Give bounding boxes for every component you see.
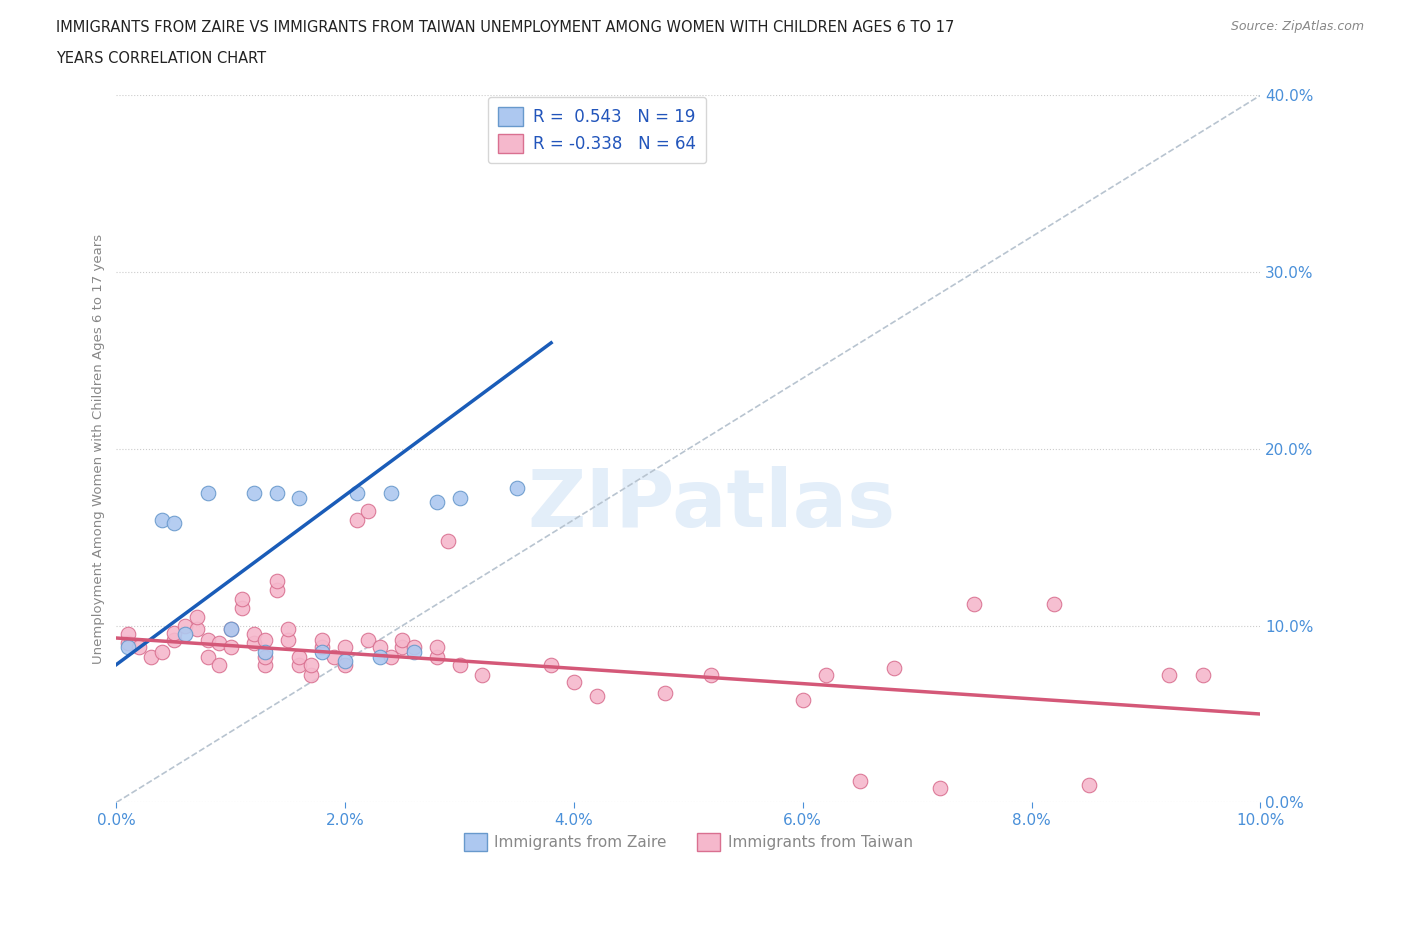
Point [391,640,413,655]
Point [174,618,197,633]
Point [254,658,277,672]
Point [219,622,242,637]
Point [299,658,322,672]
Point [346,485,368,500]
Point [335,640,357,655]
Point [849,774,872,789]
Point [380,650,402,665]
Point [197,632,219,647]
Point [335,654,357,669]
Point [288,650,311,665]
Point [322,650,344,665]
Point [426,495,449,510]
Point [380,485,402,500]
Point [174,627,197,642]
Point [162,625,184,640]
Point [586,689,609,704]
Point [150,644,173,659]
Point [288,658,311,672]
Legend: Immigrants from Zaire, Immigrants from Taiwan: Immigrants from Zaire, Immigrants from T… [456,826,921,858]
Point [654,685,676,700]
Point [1043,597,1066,612]
Point [357,503,380,518]
Point [357,632,380,647]
Point [311,640,333,655]
Point [254,644,277,659]
Point [242,636,264,651]
Point [219,622,242,637]
Point [117,627,139,642]
Text: YEARS CORRELATION CHART: YEARS CORRELATION CHART [56,51,266,66]
Point [402,644,425,659]
Point [1192,668,1215,683]
Point [929,781,952,796]
Point [311,644,333,659]
Point [242,485,264,500]
Point [540,658,562,672]
Point [186,609,208,624]
Point [288,491,311,506]
Point [700,668,723,683]
Point [197,485,219,500]
Point [402,640,425,655]
Point [254,650,277,665]
Point [277,632,299,647]
Point [162,516,184,531]
Point [963,597,986,612]
Point [254,632,277,647]
Point [266,574,288,589]
Point [208,658,231,672]
Point [299,668,322,683]
Point [437,534,460,549]
Point [219,640,242,655]
Point [792,693,814,708]
Point [449,658,471,672]
Y-axis label: Unemployment Among Women with Children Ages 6 to 17 years: Unemployment Among Women with Children A… [93,233,105,664]
Text: IMMIGRANTS FROM ZAIRE VS IMMIGRANTS FROM TAIWAN UNEMPLOYMENT AMONG WOMEN WITH CH: IMMIGRANTS FROM ZAIRE VS IMMIGRANTS FROM… [56,20,955,35]
Point [471,668,494,683]
Point [368,640,391,655]
Point [449,491,471,506]
Point [266,485,288,500]
Point [506,480,529,495]
Point [562,675,585,690]
Point [277,622,299,637]
Text: Source: ZipAtlas.com: Source: ZipAtlas.com [1230,20,1364,33]
Point [208,636,231,651]
Point [368,650,391,665]
Point [117,640,139,655]
Point [266,583,288,598]
Point [1077,777,1099,792]
Point [426,650,449,665]
Point [231,591,253,606]
Point [335,658,357,672]
Point [311,632,333,647]
Text: ZIPatlas: ZIPatlas [527,467,896,544]
Point [150,512,173,527]
Point [346,512,368,527]
Point [814,668,837,683]
Point [139,650,162,665]
Point [186,622,208,637]
Point [231,601,253,616]
Point [391,632,413,647]
Point [883,660,905,675]
Point [128,640,150,655]
Point [117,636,139,651]
Point [242,627,264,642]
Point [197,650,219,665]
Point [426,640,449,655]
Point [162,632,184,647]
Point [1157,668,1180,683]
